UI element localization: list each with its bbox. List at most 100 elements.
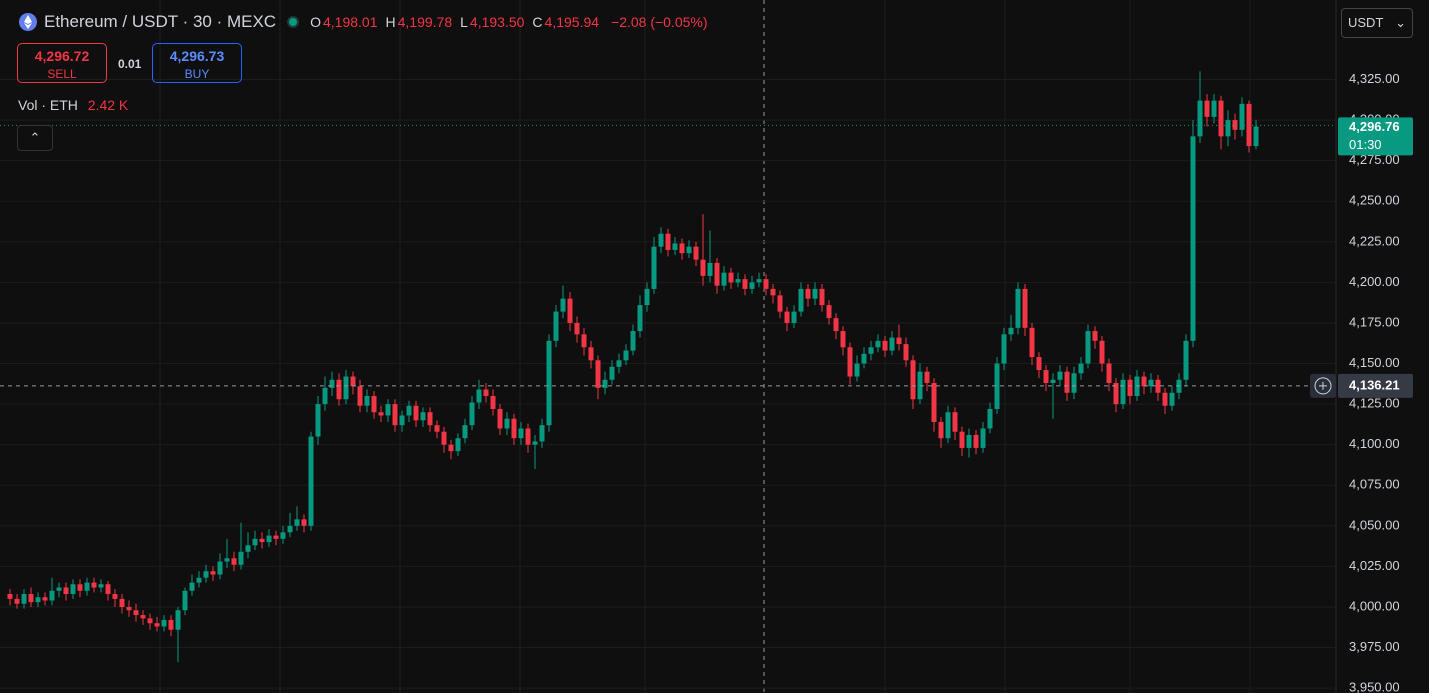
candle-body [945, 412, 951, 439]
candle-body [980, 428, 986, 448]
candle-body [672, 243, 678, 250]
candle-body [910, 360, 916, 400]
candle-body [70, 584, 76, 594]
candle-body [273, 535, 279, 539]
candle-body [798, 288, 804, 312]
candle-body [819, 288, 825, 306]
y-tick-label: 4,025.00 [1349, 558, 1400, 573]
crosshair-box [1338, 373, 1413, 398]
quantity[interactable]: 0.01 [118, 57, 142, 71]
y-tick-label: 4,175.00 [1349, 314, 1400, 329]
volume-label: Vol · ETH [18, 97, 78, 113]
y-tick-label: 4,250.00 [1349, 193, 1400, 208]
candle-body [357, 386, 363, 406]
crosshair-label: 4,136.21 [1349, 377, 1400, 392]
candle-body [28, 594, 34, 603]
buy-button[interactable]: 4,296.73 BUY [152, 43, 242, 83]
candle-body [630, 331, 636, 351]
candle-body [1113, 383, 1119, 405]
candle-body [973, 434, 979, 448]
candle-body [1036, 357, 1042, 371]
candle-body [434, 425, 440, 432]
sell-price: 4,296.72 [34, 48, 90, 64]
candle-body [504, 418, 510, 429]
candle-body [1141, 376, 1147, 387]
candle-body [602, 379, 608, 388]
candle-body [616, 360, 622, 367]
candle-body [420, 412, 426, 421]
candle-body [735, 279, 741, 283]
candle-body [14, 598, 20, 604]
candle-body [1106, 363, 1112, 384]
candle-body [721, 272, 727, 286]
candle-body [329, 379, 335, 388]
add-alert[interactable] [1314, 377, 1332, 395]
candle-body [476, 389, 482, 403]
candle-body [490, 396, 496, 409]
add-alert-plus [1319, 381, 1327, 390]
candle-body [1148, 379, 1154, 387]
currency-select[interactable]: USDT ⌄ [1341, 8, 1413, 38]
candle-body [49, 590, 55, 601]
candle-body [994, 363, 1000, 409]
candle-body [399, 415, 405, 426]
candle-body [882, 340, 888, 351]
candle-body [259, 538, 265, 543]
candle-body [1057, 371, 1063, 380]
candle-body [392, 404, 398, 426]
candle-body [210, 571, 216, 575]
candle-body [518, 428, 524, 439]
candle-body [42, 597, 48, 601]
candle-body [756, 279, 762, 283]
candle-body [203, 571, 209, 578]
candle-body [1008, 327, 1014, 335]
y-tick-label: 4,225.00 [1349, 233, 1400, 248]
ohlc-value: 4,193.50 [469, 14, 525, 30]
candle-body [686, 246, 692, 254]
candle-body [497, 408, 503, 429]
candle-body [315, 404, 321, 437]
candle-body [1078, 363, 1084, 374]
candle-body [644, 288, 650, 306]
candle-body [812, 288, 818, 299]
collapse-button[interactable]: ⌃ [17, 125, 53, 151]
symbol[interactable]: Ethereum / USDT · 30 · MEXC [44, 12, 277, 31]
y-tick-label: 4,075.00 [1349, 477, 1400, 492]
candle-body [245, 545, 251, 552]
candle-body [1239, 103, 1245, 130]
candle-body [217, 561, 223, 575]
candle-body [966, 434, 972, 448]
candle-body [889, 337, 895, 351]
candle-body [21, 594, 27, 604]
candle-body [371, 396, 377, 413]
candle-body [231, 558, 237, 565]
candle-body [455, 438, 461, 452]
candle-body [350, 376, 356, 387]
candle-body [763, 279, 769, 289]
candle-body [441, 431, 447, 445]
last-price-box [1338, 117, 1413, 156]
y-tick-label: 4,000.00 [1349, 598, 1400, 613]
candle-body [959, 431, 965, 448]
candle-body [1092, 331, 1098, 341]
ohlc-key: L [460, 14, 468, 30]
candle-body [651, 246, 657, 289]
candle-body [1169, 392, 1175, 406]
candle-body [280, 532, 286, 539]
y-tick-label: 4,275.00 [1349, 152, 1400, 167]
candle-body [196, 577, 202, 583]
candle-body [1197, 100, 1203, 137]
ohlc-key: O [310, 14, 321, 30]
sell-button[interactable]: 4,296.72 SELL [17, 43, 107, 83]
candle-body [546, 340, 552, 426]
candle-body [679, 243, 685, 254]
candle-body [1120, 379, 1126, 405]
candle-body [539, 425, 545, 442]
candle-body [854, 363, 860, 377]
candle-body [175, 610, 181, 630]
candle-body [742, 279, 748, 289]
candle-body [707, 262, 713, 276]
candle-body [560, 298, 566, 312]
candle-body [147, 618, 153, 624]
